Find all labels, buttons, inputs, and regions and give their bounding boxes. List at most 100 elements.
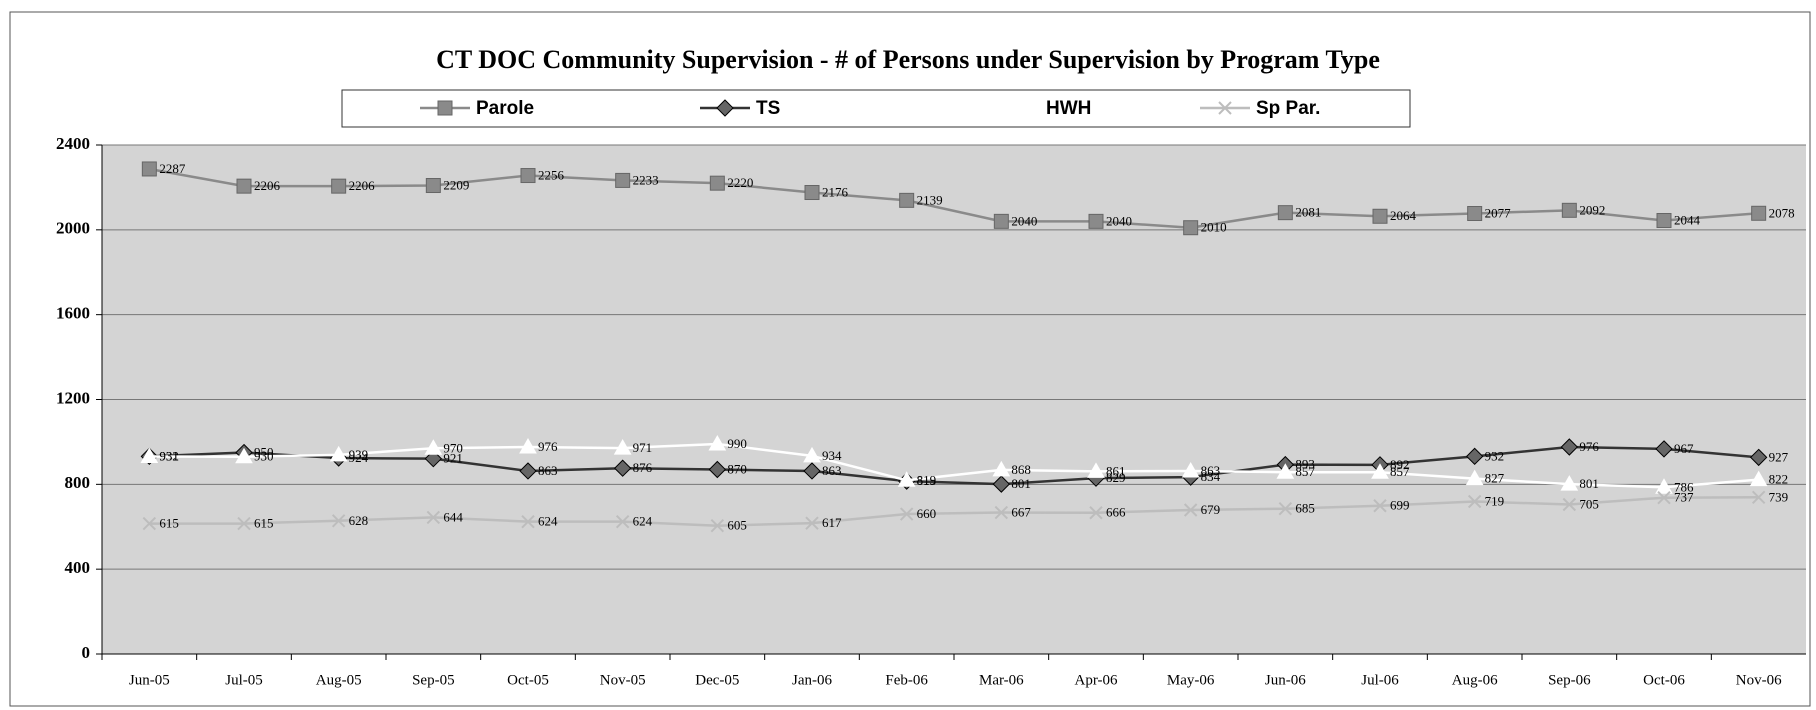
data-label: 666: [1106, 505, 1126, 520]
point-marker: [520, 168, 536, 184]
data-label: 2233: [633, 172, 659, 187]
data-label: 660: [917, 506, 937, 521]
point-marker: [1751, 205, 1767, 221]
data-label: 976: [538, 439, 558, 454]
x-tick-label: Apr-06: [1074, 672, 1118, 688]
point-marker: [1371, 463, 1389, 479]
data-label: 863: [538, 463, 558, 478]
x-tick-label: Sep-06: [1548, 672, 1591, 688]
point-marker: [519, 462, 537, 480]
x-tick-label: Jul-05: [225, 672, 263, 688]
point-marker: [899, 192, 915, 208]
chart-title: CT DOC Community Supervision - # of Pers…: [436, 45, 1380, 74]
data-label: 932: [1485, 448, 1505, 463]
point-marker: [992, 475, 1011, 493]
data-label: 667: [1011, 505, 1031, 520]
x-tick-label: Oct-06: [1643, 672, 1685, 688]
data-label: 719: [1485, 493, 1505, 508]
point-marker: [521, 514, 535, 529]
point-marker: [710, 518, 725, 533]
data-label: 868: [1011, 462, 1030, 477]
y-tick-label: 2400: [56, 134, 90, 153]
point-marker: [1562, 497, 1577, 512]
y-tick-label: 1600: [56, 304, 90, 323]
point-marker: [1657, 490, 1671, 505]
data-label: 976: [1579, 439, 1599, 454]
point-marker: [1465, 469, 1484, 486]
point-marker: [1749, 448, 1768, 467]
data-label: 971: [633, 440, 653, 455]
point-marker: [1656, 213, 1672, 229]
x-tick-label: Aug-06: [1452, 672, 1498, 688]
x-tick-label: Mar-06: [979, 672, 1024, 688]
data-label: 2287: [159, 161, 186, 176]
point-marker: [1655, 478, 1673, 494]
data-label: 737: [1674, 490, 1694, 505]
y-tick-label: 1200: [56, 388, 90, 407]
data-label: 857: [1390, 464, 1410, 479]
data-label: 861: [1106, 463, 1126, 478]
point-marker: [1467, 494, 1482, 509]
data-label: 829: [1106, 470, 1126, 485]
point-marker: [425, 178, 441, 194]
data-label: 892: [1390, 457, 1410, 472]
point-marker: [1183, 220, 1199, 236]
x-tick-label: May-06: [1167, 672, 1215, 688]
data-label: 2220: [727, 175, 753, 190]
point-marker: [992, 460, 1011, 477]
point-marker: [235, 447, 253, 464]
data-label: 2206: [254, 178, 281, 193]
data-label: 2078: [1769, 205, 1795, 220]
data-label: 2064: [1390, 208, 1417, 223]
data-label: 2077: [1485, 205, 1512, 220]
data-label: 801: [1579, 476, 1599, 491]
x-tick-label: Dec-05: [695, 672, 739, 688]
point-marker: [424, 439, 443, 455]
legend-marker: [437, 100, 453, 116]
data-label: 930: [254, 449, 274, 464]
point-marker: [1467, 206, 1483, 222]
x-tick-label: Nov-05: [600, 672, 646, 688]
data-label: 863: [822, 463, 842, 478]
point-marker: [899, 507, 914, 521]
data-label: 970: [443, 440, 463, 455]
data-label: 2206: [349, 178, 376, 193]
legend-marker: [716, 99, 734, 117]
x-tick-label: Feb-06: [885, 672, 928, 688]
data-label: 628: [349, 513, 369, 528]
point-marker: [1373, 499, 1387, 513]
series-line: [149, 496, 1759, 527]
data-label: 2256: [538, 168, 565, 183]
legend-marker: [1006, 98, 1024, 115]
point-marker: [1088, 213, 1104, 229]
data-label: 990: [727, 436, 747, 451]
point-marker: [803, 446, 821, 463]
data-label: 870: [727, 461, 747, 476]
data-label: 857: [1295, 464, 1315, 479]
point-marker: [1277, 205, 1293, 221]
point-marker: [1751, 490, 1766, 504]
y-tick-label: 0: [82, 643, 91, 662]
series-line: [149, 442, 1759, 489]
x-tick-label: Nov-06: [1736, 672, 1782, 688]
point-marker: [805, 516, 819, 530]
legend-label: Parole: [476, 98, 534, 119]
legend-label: TS: [756, 98, 780, 119]
data-label: 739: [1769, 489, 1789, 504]
point-marker: [331, 514, 346, 528]
data-label: 644: [443, 509, 463, 524]
point-marker: [1749, 470, 1768, 487]
point-marker: [1372, 208, 1388, 224]
data-label: 679: [1201, 502, 1221, 517]
point-marker: [1560, 475, 1579, 491]
x-tick-label: Jul-06: [1361, 672, 1399, 688]
data-label: 2139: [917, 192, 943, 207]
data-label: 934: [822, 448, 842, 463]
point-marker: [1181, 461, 1200, 478]
point-marker: [708, 435, 727, 451]
x-tick-label: Sep-05: [412, 672, 455, 688]
data-label: 2176: [822, 184, 849, 199]
data-label: 624: [538, 514, 558, 529]
data-label: 2040: [1106, 213, 1132, 228]
